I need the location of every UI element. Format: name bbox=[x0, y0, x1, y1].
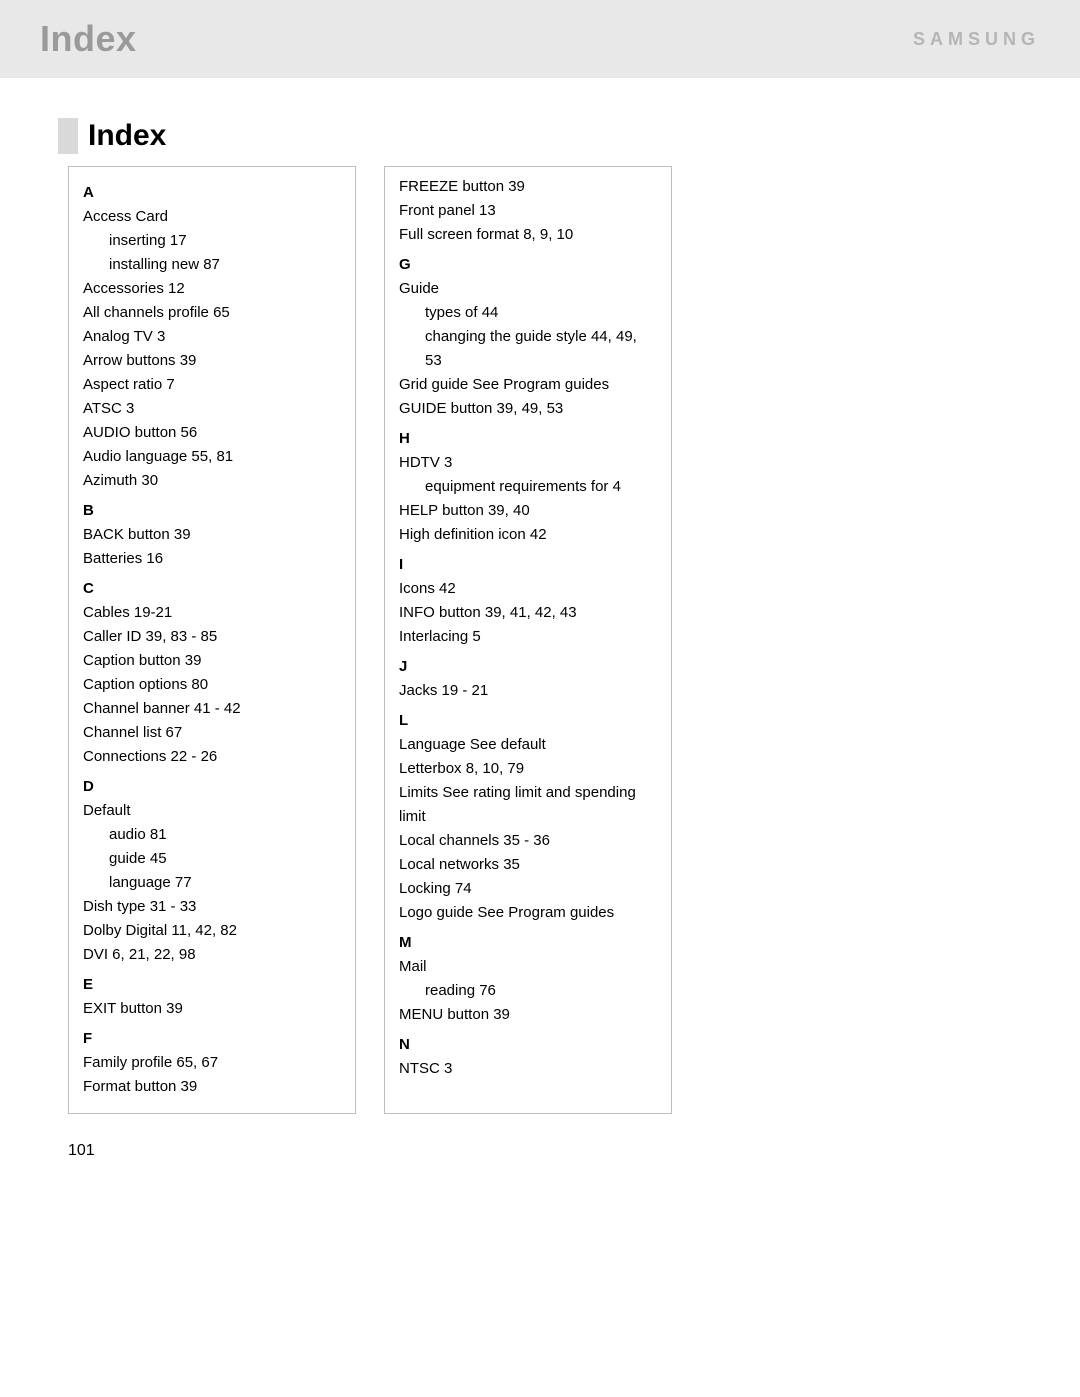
index-group-letter: C bbox=[83, 577, 341, 601]
header-title: Index bbox=[40, 18, 137, 60]
index-entry: BACK button 39 bbox=[83, 523, 341, 547]
index-entry: Arrow buttons 39 bbox=[83, 349, 341, 373]
section-title-decor bbox=[58, 118, 78, 154]
index-subentry: types of 44 bbox=[399, 301, 657, 325]
index-entry: Letterbox 8, 10, 79 bbox=[399, 757, 657, 781]
index-subentry: changing the guide style 44, 49, 53 bbox=[399, 325, 657, 373]
index-entry: Connections 22 - 26 bbox=[83, 745, 341, 769]
index-entry: Azimuth 30 bbox=[83, 469, 341, 493]
index-group-letter: L bbox=[399, 709, 657, 733]
index-entry: Grid guide See Program guides bbox=[399, 373, 657, 397]
index-group-letter: G bbox=[399, 253, 657, 277]
index-entry: Default bbox=[83, 799, 341, 823]
index-entry: Logo guide See Program guides bbox=[399, 901, 657, 925]
index-entry: Caption button 39 bbox=[83, 649, 341, 673]
index-entry: Caller ID 39, 83 - 85 bbox=[83, 625, 341, 649]
index-group-letter: B bbox=[83, 499, 341, 523]
index-group-letter: N bbox=[399, 1033, 657, 1057]
index-entry: FREEZE button 39 bbox=[399, 175, 657, 199]
index-entry: Dish type 31 - 33 bbox=[83, 895, 341, 919]
index-subentry: audio 81 bbox=[83, 823, 341, 847]
index-col-left: AAccess Cardinserting 17installing new 8… bbox=[68, 166, 356, 1114]
index-entry: Caption options 80 bbox=[83, 673, 341, 697]
index-group-letter: H bbox=[399, 427, 657, 451]
index-entry: Guide bbox=[399, 277, 657, 301]
index-group-letter: I bbox=[399, 553, 657, 577]
index-entry: Locking 74 bbox=[399, 877, 657, 901]
page-body: Index AAccess Cardinserting 17installing… bbox=[0, 78, 1080, 1200]
index-entry: Analog TV 3 bbox=[83, 325, 341, 349]
index-subentry: language 77 bbox=[83, 871, 341, 895]
index-columns: AAccess Cardinserting 17installing new 8… bbox=[68, 166, 1020, 1114]
index-entry: Access Card bbox=[83, 205, 341, 229]
index-entry: Format button 39 bbox=[83, 1075, 341, 1099]
index-entry: Full screen format 8, 9, 10 bbox=[399, 223, 657, 247]
index-group-letter: J bbox=[399, 655, 657, 679]
section-title: Index bbox=[88, 119, 166, 153]
index-entry: Icons 42 bbox=[399, 577, 657, 601]
index-entry: GUIDE button 39, 49, 53 bbox=[399, 397, 657, 421]
index-entry: Mail bbox=[399, 955, 657, 979]
index-entry: INFO button 39, 41, 42, 43 bbox=[399, 601, 657, 625]
index-group-letter: E bbox=[83, 973, 341, 997]
index-entry: Dolby Digital 11, 42, 82 bbox=[83, 919, 341, 943]
index-entry: Aspect ratio 7 bbox=[83, 373, 341, 397]
index-entry: HELP button 39, 40 bbox=[399, 499, 657, 523]
index-entry: Local channels 35 - 36 bbox=[399, 829, 657, 853]
index-subentry: installing new 87 bbox=[83, 253, 341, 277]
page-number: 101 bbox=[68, 1142, 1020, 1160]
index-entry: Accessories 12 bbox=[83, 277, 341, 301]
index-entry: NTSC 3 bbox=[399, 1057, 657, 1081]
index-entry: MENU button 39 bbox=[399, 1003, 657, 1027]
index-entry: Channel list 67 bbox=[83, 721, 341, 745]
index-subentry: reading 76 bbox=[399, 979, 657, 1003]
index-entry: AUDIO button 56 bbox=[83, 421, 341, 445]
index-entry: All channels profile 65 bbox=[83, 301, 341, 325]
index-col-right: FREEZE button 39Front panel 13Full scree… bbox=[384, 166, 672, 1114]
index-entry: Batteries 16 bbox=[83, 547, 341, 571]
index-group-letter: D bbox=[83, 775, 341, 799]
index-entry: Front panel 13 bbox=[399, 199, 657, 223]
index-entry: Local networks 35 bbox=[399, 853, 657, 877]
index-entry: DVI 6, 21, 22, 98 bbox=[83, 943, 341, 967]
section-title-row: Index bbox=[68, 118, 1020, 154]
index-group-letter: F bbox=[83, 1027, 341, 1051]
index-entry: HDTV 3 bbox=[399, 451, 657, 475]
brand-logo: SAMSUNG bbox=[913, 29, 1040, 50]
index-subentry: guide 45 bbox=[83, 847, 341, 871]
index-entry: Cables 19-21 bbox=[83, 601, 341, 625]
index-subentry: inserting 17 bbox=[83, 229, 341, 253]
page-header: Index SAMSUNG bbox=[0, 0, 1080, 78]
index-entry: Limits See rating limit and spending lim… bbox=[399, 781, 657, 829]
index-entry: Family profile 65, 67 bbox=[83, 1051, 341, 1075]
index-entry: High definition icon 42 bbox=[399, 523, 657, 547]
index-subentry: equipment requirements for 4 bbox=[399, 475, 657, 499]
index-entry: ATSC 3 bbox=[83, 397, 341, 421]
index-group-letter: A bbox=[83, 181, 341, 205]
index-entry: Interlacing 5 bbox=[399, 625, 657, 649]
index-entry: Channel banner 41 - 42 bbox=[83, 697, 341, 721]
index-entry: Jacks 19 - 21 bbox=[399, 679, 657, 703]
index-group-letter: M bbox=[399, 931, 657, 955]
index-entry: Language See default bbox=[399, 733, 657, 757]
index-entry: Audio language 55, 81 bbox=[83, 445, 341, 469]
index-entry: EXIT button 39 bbox=[83, 997, 341, 1021]
